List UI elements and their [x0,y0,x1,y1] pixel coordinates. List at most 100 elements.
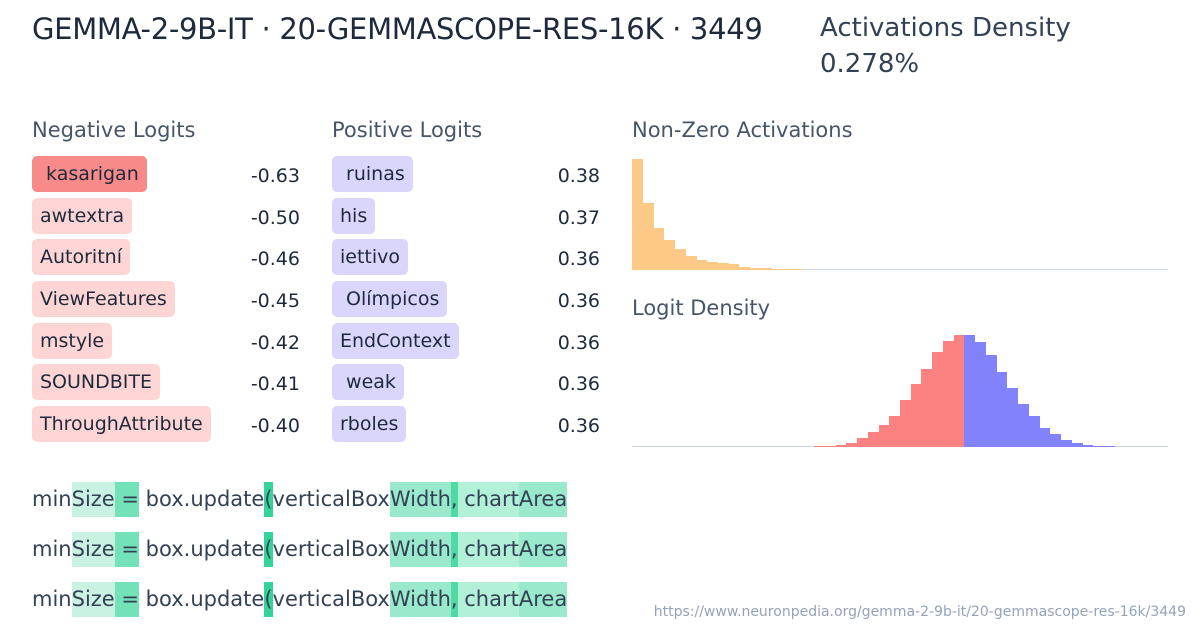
logit-row: EndContext 0.36 [332,322,602,365]
example-token: .update [183,587,265,611]
x-axis [632,268,1168,270]
example-token: Area [518,582,568,617]
histogram-bar [1007,387,1019,447]
example-token: vertical [272,537,351,561]
histogram-bar [739,266,751,270]
histogram-bar [632,159,644,270]
logit-value: -0.40 [250,415,300,438]
logit-value: 0.37 [557,206,600,229]
logit-row: kasarigan -0.63 [32,156,302,198]
activation-example: min Size = box .update(vertical Box Width, c… [32,482,568,517]
example-token: chart [457,582,519,617]
histogram-bar [792,268,804,270]
logit-token: ViewFeatures [32,281,175,318]
histogram-bar [878,424,890,447]
histogram-bar [996,371,1008,447]
histogram-bar [1050,433,1062,447]
example-token: , [450,582,458,617]
activation-example: min Size = box .update(vertical Box Width, c… [32,532,568,567]
logit-token: EndContext [332,322,459,359]
logit-token: ruinas [332,156,413,192]
histogram-bar [857,438,869,447]
negative-logits-heading: Negative Logits [32,118,196,142]
logit-token: kasarigan [32,156,147,192]
histogram-bar [664,240,676,270]
histogram-bar [749,267,761,270]
example-token: .update [183,487,265,511]
logit-row: ruinas 0.38 [332,156,602,198]
nonzero-activations-histogram [632,158,1168,270]
logit-token: his [332,197,376,234]
logit-token: Olímpicos [332,281,448,318]
example-token: chart [457,482,519,517]
histogram-bar [1060,440,1072,447]
example-token: chart [457,532,519,567]
histogram-bar [760,267,772,270]
histogram-bar [696,260,708,270]
example-token: Width [389,482,451,517]
histogram-bar [985,355,997,447]
logit-row: rboles 0.36 [332,406,602,448]
histogram-bar [910,384,922,447]
example-token: = [114,532,139,567]
footer-url: https://www.neuronpedia.org/gemma-2-9b-i… [653,604,1186,620]
histogram-bar [1017,404,1029,447]
feature-title: GEMMA-2-9B-IT · 20-GEMMASCOPE-RES-16K · … [32,12,763,46]
histogram-bar [728,264,740,270]
histogram-bar [835,444,847,447]
histogram-bar [921,368,933,447]
example-token: Box [350,487,390,511]
example-token: , [450,482,458,517]
example-token: Size [71,582,115,617]
example-token: ( [264,532,273,567]
positive-logits-heading: Positive Logits [332,118,483,142]
logit-row: awtextra -0.50 [32,197,302,240]
histogram-bar [964,335,976,447]
histogram-bar [782,268,794,270]
logit-value: -0.41 [250,373,300,396]
logit-token: SOUNDBITE [32,364,161,401]
logit-row: mstyle -0.42 [32,322,302,365]
histogram-bar [932,351,944,447]
logit-value: 0.38 [557,165,600,187]
histogram-bar [846,442,858,447]
logit-token: weak [332,364,404,401]
logit-row: weak 0.36 [332,364,602,406]
example-token: box [139,487,184,511]
histogram-bar [707,262,719,270]
histogram-bar [674,248,686,270]
logit-token: mstyle [32,322,113,359]
example-token: min [32,587,72,611]
logit-row: SOUNDBITE -0.41 [32,364,302,406]
density-value: 0.278% [820,49,920,79]
histogram-bar [1092,445,1104,447]
example-token: box [139,537,184,561]
logit-value: -0.63 [250,165,300,187]
example-token: Width [389,532,451,567]
logit-value: 0.36 [557,373,600,396]
histogram-bar [889,415,901,447]
example-token: Box [350,537,390,561]
histogram-bar [867,432,879,447]
example-token: Area [518,532,568,567]
logit-token: ThroughAttribute [32,406,211,443]
logit-value: 0.36 [557,290,600,313]
logit-value: 0.36 [557,415,600,438]
negative-logits-list: kasarigan -0.63 awtextra -0.50 Autoritní -0.4… [32,156,302,448]
example-token: Size [71,532,115,567]
histogram-bar [900,399,912,447]
example-token: ( [264,482,273,517]
example-token: Width [389,582,451,617]
histogram-bar [642,203,654,270]
density-label: Activations Density [820,13,1071,43]
nonzero-activations-heading: Non-Zero Activations [632,118,853,142]
logit-token: rboles [332,406,407,443]
logit-value: 0.36 [557,331,600,354]
histogram-bar [942,340,954,447]
logit-row: ThroughAttribute -0.40 [32,406,302,448]
histogram-bar [717,263,729,270]
example-token: box [139,587,184,611]
example-token: min [32,537,72,561]
logit-density-histogram [632,334,1168,447]
histogram-bar [1071,442,1083,447]
